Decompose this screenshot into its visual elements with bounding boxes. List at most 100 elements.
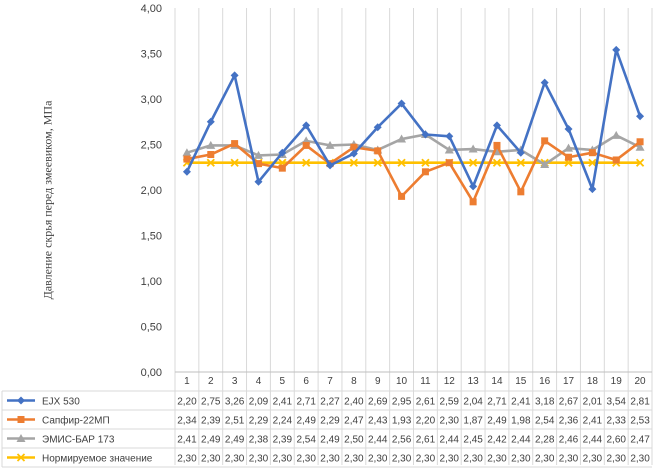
data-label: 2,09 xyxy=(249,397,269,408)
data-label: 2,29 xyxy=(249,416,269,427)
data-point xyxy=(230,158,239,167)
data-label: 2,30 xyxy=(201,454,221,465)
data-point-stroke-b xyxy=(635,158,645,167)
data-point xyxy=(397,99,406,108)
data-label: 2,47 xyxy=(344,416,364,427)
data-label: 2,28 xyxy=(535,435,555,446)
y-tick-label: 0,50 xyxy=(141,322,162,334)
data-point xyxy=(278,148,287,157)
data-point xyxy=(349,149,358,158)
data-point xyxy=(302,121,311,130)
data-point xyxy=(612,45,621,54)
data-point xyxy=(493,141,501,149)
data-label: 2,45 xyxy=(463,435,483,446)
data-label: 2,30 xyxy=(559,454,579,465)
x-tick-label: 16 xyxy=(539,376,551,387)
data-point xyxy=(468,158,478,167)
legend-key-marker xyxy=(17,396,25,405)
y-tick-label: 4,00 xyxy=(141,3,162,15)
data-point xyxy=(612,156,620,164)
data-label: 2,29 xyxy=(320,416,340,427)
legend-entry: Нормируемое значение xyxy=(42,454,153,465)
data-label: 2,59 xyxy=(440,397,460,408)
x-tick-label: 11 xyxy=(420,376,431,387)
data-label: 2,30 xyxy=(273,454,293,465)
data-label: 2,41 xyxy=(511,397,531,408)
data-label: 1,87 xyxy=(463,416,483,427)
data-label: 2,61 xyxy=(416,397,436,408)
data-label: 2,69 xyxy=(368,397,388,408)
data-label: 2,38 xyxy=(249,435,269,446)
x-tick-label: 19 xyxy=(611,376,623,387)
data-point xyxy=(397,134,407,143)
data-label: 2,41 xyxy=(177,435,197,446)
data-point xyxy=(611,130,621,139)
data-label: 3,26 xyxy=(225,397,245,408)
y-tick-label: 1,00 xyxy=(141,276,162,288)
data-label: 2,81 xyxy=(630,397,650,408)
x-tick-label: 17 xyxy=(563,376,575,387)
data-point-stroke-b xyxy=(421,158,430,167)
data-label: 2,39 xyxy=(201,416,221,427)
legend-entry: ЭМИС-БАР 173 xyxy=(42,435,115,446)
legend-key-marker xyxy=(16,453,26,462)
data-point-stroke-b xyxy=(397,158,406,167)
data-point xyxy=(540,78,549,87)
data-point xyxy=(444,145,454,154)
data-point xyxy=(636,112,645,121)
x-tick-label: 7 xyxy=(327,376,333,387)
data-label: 2,50 xyxy=(344,435,364,446)
data-label: 3,54 xyxy=(606,397,626,408)
data-label: 2,54 xyxy=(296,435,316,446)
data-label: 2,27 xyxy=(320,397,340,408)
data-point xyxy=(516,148,525,157)
x-tick-label: 10 xyxy=(396,376,408,387)
data-label: 2,44 xyxy=(368,435,388,446)
data-point xyxy=(206,140,216,149)
data-point-stroke-b xyxy=(516,158,525,167)
data-point xyxy=(254,177,263,186)
data-label: 2,30 xyxy=(535,454,555,465)
data-label: 2,30 xyxy=(606,454,626,465)
data-point xyxy=(183,155,191,163)
series-line xyxy=(185,48,642,191)
y-tick-label: 0,00 xyxy=(141,367,162,379)
data-point xyxy=(374,147,382,155)
data-point xyxy=(182,167,191,176)
data-point xyxy=(302,158,311,167)
data-point-stroke-b xyxy=(230,158,239,167)
data-label: 2,42 xyxy=(487,435,507,446)
data-label: 2,44 xyxy=(511,435,531,446)
x-tick-label: 4 xyxy=(256,376,262,387)
data-label: 2,53 xyxy=(630,416,650,427)
data-point xyxy=(206,117,215,126)
data-label: 2,30 xyxy=(440,416,460,427)
legend-key-marker xyxy=(16,434,26,442)
data-label: 2,30 xyxy=(511,454,531,465)
data-point xyxy=(254,160,262,168)
data-label: 2,30 xyxy=(368,454,388,465)
data-label: 2,49 xyxy=(320,435,340,446)
data-point xyxy=(253,150,263,159)
x-tick-label: 18 xyxy=(587,376,599,387)
data-point-stroke-b xyxy=(588,158,597,167)
data-point xyxy=(635,158,645,167)
data-point xyxy=(636,138,644,146)
data-point xyxy=(564,143,574,152)
data-label: 2,47 xyxy=(630,435,650,446)
y-tick-label: 3,00 xyxy=(141,94,162,106)
data-point xyxy=(588,149,596,157)
data-label: 2,41 xyxy=(583,416,603,427)
data-point-stroke-b xyxy=(302,158,311,167)
data-label: 2,30 xyxy=(225,454,245,465)
data-point xyxy=(230,71,239,80)
x-tick-label: 13 xyxy=(468,376,480,387)
data-label: 2,30 xyxy=(392,454,412,465)
data-label: 2,30 xyxy=(630,454,650,465)
data-label: 2,01 xyxy=(583,397,603,408)
data-point-stroke-b xyxy=(349,158,359,167)
x-tick-label: 9 xyxy=(375,376,381,387)
data-point xyxy=(469,198,477,206)
data-point-stroke-b xyxy=(492,158,502,167)
